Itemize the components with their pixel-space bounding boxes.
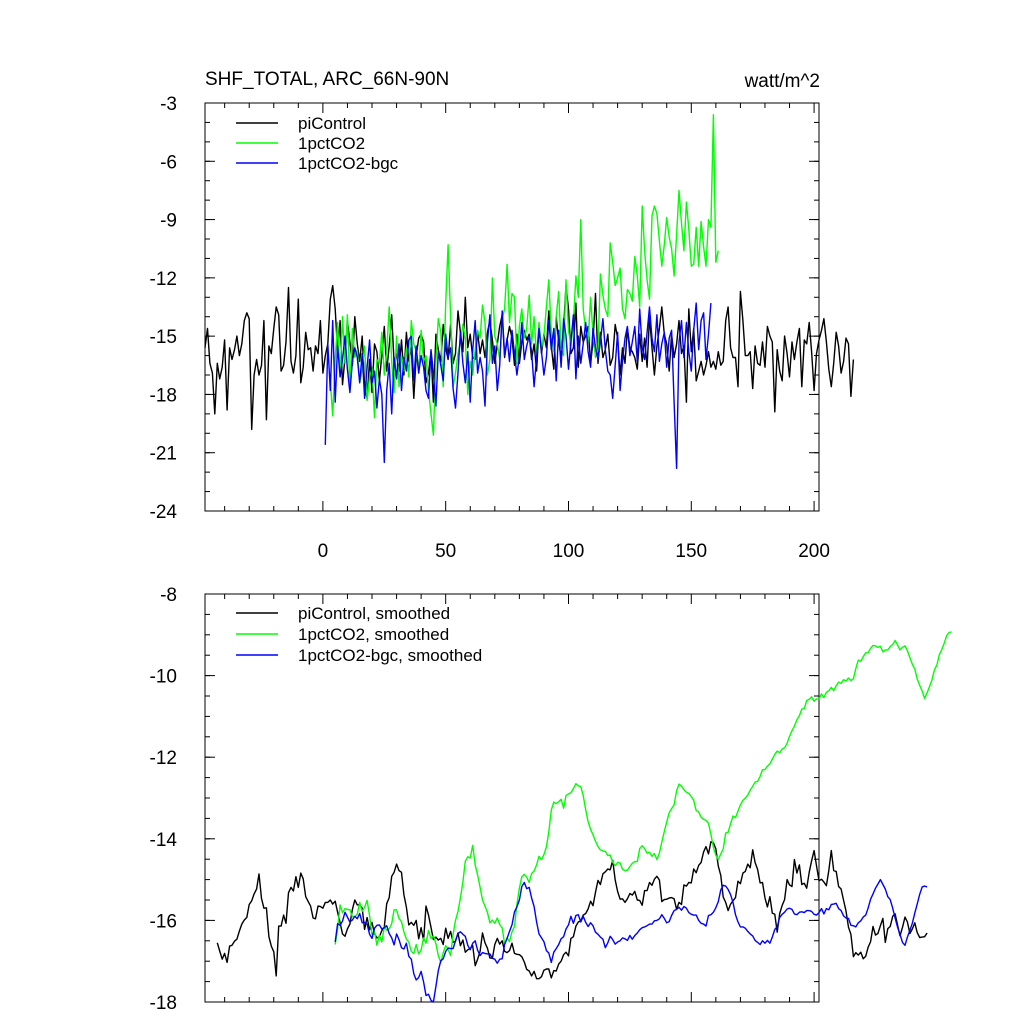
y-tick-label: -9 — [160, 211, 177, 232]
panel-top-legend: piControl 1pctCO2 1pctCO2-bgc — [236, 114, 399, 173]
x-tick-label: 50 — [435, 541, 456, 562]
y-tick-label: -10 — [150, 667, 177, 688]
legend-label-1pctco2-bgc: 1pctCO2-bgc — [298, 154, 399, 173]
series-line-1pctco2-bgc-top — [324, 302, 712, 469]
legend-label-1pctco2-smoothed: 1pctCO2, smoothed — [298, 625, 449, 644]
x-tick-label: 0 — [318, 541, 329, 562]
y-tick-label: -3 — [160, 94, 177, 115]
panel-bottom: -8 -10 -12 -14 -16 -18 piControl, smoothed 1p… — [150, 585, 952, 1014]
panel-bottom-legend: piControl, smoothed 1pctCO2, smoothed 1p… — [236, 604, 482, 665]
y-tick-label: -18 — [150, 993, 177, 1014]
panel-top-ticks: -3 -6 -9 -12 -15 -18 -21 -24 0 50 100 150 200 — [150, 94, 830, 562]
x-tick-label: 100 — [553, 541, 585, 562]
y-tick-label: -12 — [150, 748, 177, 769]
panel-top-plot-frame — [204, 102, 820, 512]
y-tick-label: -12 — [150, 269, 177, 290]
panel-bottom-ticks: -8 -10 -12 -14 -16 -18 — [150, 585, 819, 1014]
series-line-1pctco2-bgc-smoothed-bottom — [334, 878, 928, 1003]
y-tick-label: -8 — [160, 585, 177, 606]
y-tick-label: -15 — [150, 327, 177, 348]
panel-top-units: watt/m^2 — [744, 71, 820, 92]
legend-label-picontrol: piControl — [298, 114, 366, 133]
legend-label-picontrol-smoothed: piControl, smoothed — [298, 604, 450, 623]
x-tick-label: 200 — [798, 541, 830, 562]
x-tick-label: 150 — [675, 541, 707, 562]
y-tick-label: -21 — [150, 444, 177, 465]
y-tick-label: -24 — [150, 502, 178, 523]
panel-top-title: SHF_TOTAL, ARC_66N-90N — [205, 69, 449, 90]
y-tick-label: -16 — [150, 911, 177, 932]
panel-top-series — [204, 113, 855, 469]
y-tick-label: -18 — [150, 385, 177, 406]
series-line-picontrol-top — [204, 284, 855, 431]
legend-label-1pctco2-bgc-smoothed: 1pctCO2-bgc, smoothed — [298, 646, 482, 665]
series-line-1pctco2-top — [329, 113, 719, 436]
y-tick-label: -6 — [160, 152, 177, 173]
panel-bottom-series — [216, 631, 952, 1003]
legend-label-1pctco2: 1pctCO2 — [298, 134, 365, 153]
series-line-1pctco2-smoothed-bottom — [334, 631, 952, 964]
series-line-picontrol-smoothed-bottom — [216, 841, 928, 980]
y-tick-label: -14 — [150, 830, 178, 851]
panel-top: SHF_TOTAL, ARC_66N-90N watt/m^2 -3 -6 -9 -1… — [150, 69, 855, 562]
